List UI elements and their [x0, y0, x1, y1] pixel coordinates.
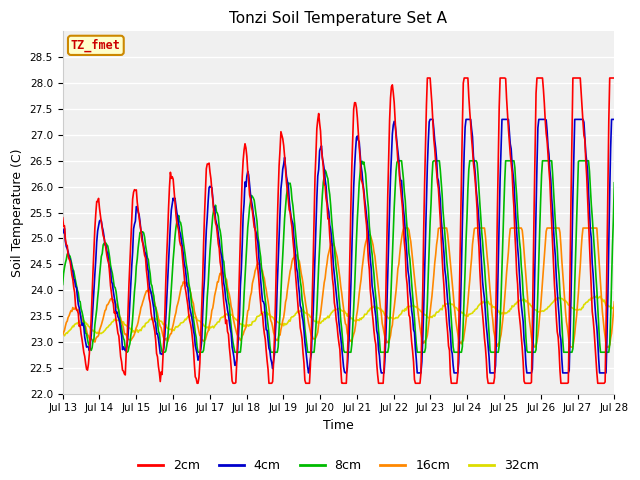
Legend: 2cm, 4cm, 8cm, 16cm, 32cm: 2cm, 4cm, 8cm, 16cm, 32cm — [133, 454, 544, 477]
Title: Tonzi Soil Temperature Set A: Tonzi Soil Temperature Set A — [230, 11, 447, 26]
Y-axis label: Soil Temperature (C): Soil Temperature (C) — [11, 148, 24, 277]
X-axis label: Time: Time — [323, 419, 354, 432]
Text: TZ_fmet: TZ_fmet — [71, 39, 121, 52]
